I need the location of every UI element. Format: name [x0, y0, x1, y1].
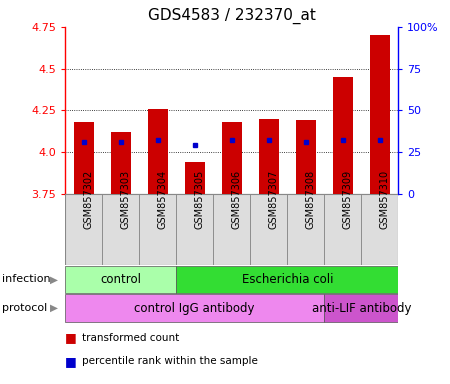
Text: anti-LIF antibody: anti-LIF antibody	[311, 302, 411, 314]
Bar	[324, 295, 398, 322]
Bar	[65, 295, 324, 322]
Bar	[369, 35, 390, 194]
Bar	[102, 194, 139, 265]
Bar	[250, 194, 287, 265]
Text: infection: infection	[2, 274, 51, 285]
Text: GSM857308: GSM857308	[306, 170, 316, 229]
Bar	[176, 194, 213, 265]
Bar	[184, 162, 205, 194]
Text: GSM857310: GSM857310	[380, 170, 390, 229]
Text: control: control	[100, 273, 141, 286]
Text: GSM857302: GSM857302	[84, 170, 94, 229]
Bar	[287, 194, 324, 265]
Title: GDS4583 / 232370_at: GDS4583 / 232370_at	[148, 8, 316, 24]
Bar	[361, 194, 398, 265]
Text: protocol: protocol	[2, 303, 48, 313]
Text: Escherichia coli: Escherichia coli	[242, 273, 333, 286]
Bar	[259, 119, 279, 194]
Text: percentile rank within the sample: percentile rank within the sample	[82, 356, 258, 366]
Text: GSM857304: GSM857304	[158, 170, 168, 229]
Bar	[176, 266, 398, 293]
Text: ▶: ▶	[50, 303, 58, 313]
Text: ■: ■	[65, 355, 77, 368]
Text: transformed count: transformed count	[82, 333, 180, 343]
Bar	[213, 194, 250, 265]
Bar	[324, 194, 361, 265]
Bar	[221, 122, 242, 194]
Text: GSM857305: GSM857305	[195, 170, 205, 229]
Bar	[148, 109, 168, 194]
Bar	[111, 132, 131, 194]
Text: control IgG antibody: control IgG antibody	[135, 302, 255, 314]
Text: GSM857307: GSM857307	[269, 170, 279, 229]
Bar	[139, 194, 176, 265]
Text: ▶: ▶	[50, 274, 58, 285]
Text: GSM857309: GSM857309	[343, 170, 353, 229]
Bar	[65, 194, 102, 265]
Text: GSM857306: GSM857306	[232, 170, 242, 229]
Bar	[65, 266, 176, 293]
Bar	[333, 77, 353, 194]
Text: ■: ■	[65, 331, 77, 344]
Bar	[296, 121, 316, 194]
Text: GSM857303: GSM857303	[121, 170, 131, 229]
Bar	[74, 122, 94, 194]
